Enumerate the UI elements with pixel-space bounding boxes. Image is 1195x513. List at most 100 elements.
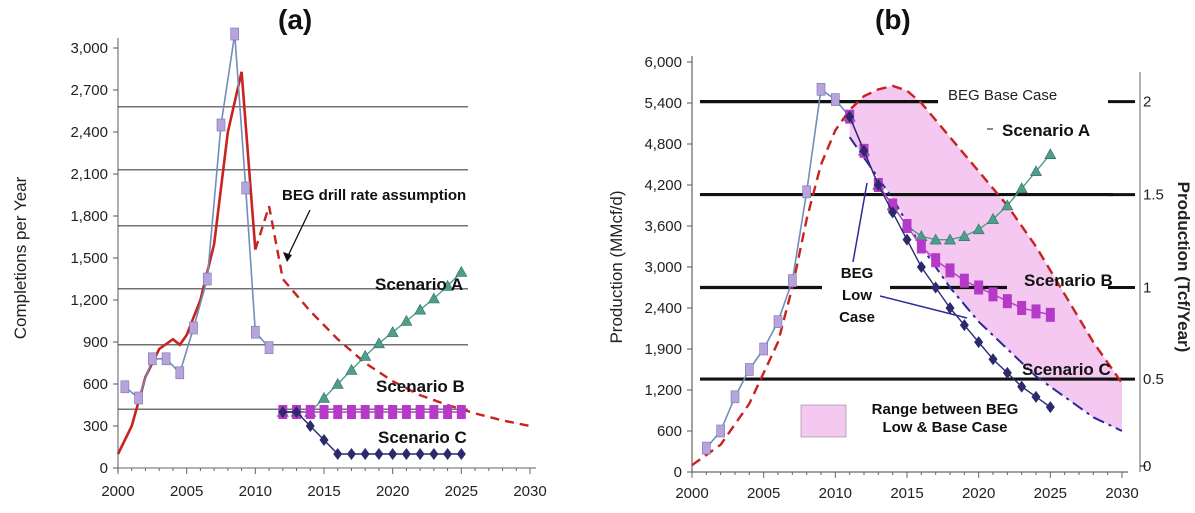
ytick-label-a: 300 — [83, 418, 108, 435]
scenario-point-b — [916, 261, 926, 273]
scenario-point-b — [945, 263, 955, 278]
scenario-point-a — [456, 405, 466, 419]
legend-swatch-range — [800, 404, 847, 438]
scenario-point-b — [1001, 199, 1014, 211]
historical-point-a — [202, 272, 212, 286]
scenario-point-a — [400, 314, 413, 326]
xtick-label-b: 2005 — [747, 485, 780, 502]
label-low-case-3: Case — [839, 309, 875, 326]
scenario-point-a — [441, 279, 454, 291]
scenario-point-b — [1002, 294, 1012, 309]
scenario-point-a — [345, 363, 358, 375]
ytick-label-b: 1,900 — [644, 341, 682, 358]
ytick-label-a: 1,500 — [70, 250, 108, 267]
annotation-arrowhead — [283, 252, 292, 262]
ytick-label-b: 600 — [657, 423, 682, 440]
scenario-point-a — [305, 420, 315, 432]
ytick-label-a: 900 — [83, 334, 108, 351]
xtick-label-b: 2025 — [1034, 485, 1067, 502]
y-axis-label-b: Production (MMcf/d) — [607, 190, 626, 343]
scenario-point-a — [319, 434, 329, 446]
ytick-label-b: 1,200 — [644, 382, 682, 399]
scenario-point-a — [427, 292, 440, 304]
scenario-point-a — [319, 405, 329, 419]
scenario-point-a — [331, 377, 344, 389]
panel-b-title: (b) — [875, 4, 911, 35]
label-scenario-a: Scenario A — [375, 275, 463, 294]
scenario-point-b — [959, 273, 969, 288]
scenario-point-b — [1031, 390, 1041, 403]
scenario-point-a — [415, 448, 425, 460]
annotation-arrow — [286, 209, 311, 259]
y-axis-label-a: Completions per Year — [11, 176, 30, 339]
scenario-point-b — [1017, 380, 1027, 393]
scenario-point-a — [456, 448, 466, 460]
scenario-point-a — [429, 448, 439, 460]
scenario-point-a — [346, 405, 356, 419]
label-scenario-c: Scenario C — [378, 428, 467, 447]
scenario-point-a — [374, 448, 384, 460]
scenario-point-a — [374, 405, 384, 419]
low-case-line — [848, 136, 1123, 432]
historical-point-a — [175, 366, 185, 380]
scenario-point-b — [988, 287, 998, 302]
scenario-point-b — [902, 233, 912, 246]
historical-point-b — [702, 441, 711, 455]
xtick-label-b: 2030 — [1105, 485, 1138, 502]
scenario-point-a — [443, 448, 453, 460]
label-scenario-a-b: Scenario A — [1002, 121, 1090, 140]
scenario-point-b — [945, 302, 955, 314]
xtick-label-a: 2015 — [307, 483, 340, 500]
historical-point-b — [816, 83, 826, 96]
ytick-label-b: 5,400 — [644, 95, 682, 112]
xtick-label-a: 2000 — [101, 483, 134, 500]
scenario-point-a — [333, 448, 343, 460]
scenario-point-a — [388, 405, 398, 419]
scenario-point-b — [916, 239, 926, 254]
y2tick-label-b: 1 — [1143, 280, 1151, 297]
scenario-point-b — [943, 233, 957, 245]
ytick-label-a: 1,200 — [70, 292, 108, 309]
xtick-label-a: 2010 — [239, 483, 272, 500]
legend-label-line1: Range between BEG — [872, 401, 1019, 418]
ytick-label-b: 4,800 — [644, 136, 682, 153]
ytick-label-b: 3,600 — [644, 218, 682, 235]
ytick-label-a: 2,700 — [70, 82, 108, 99]
scenario-point-a — [346, 448, 356, 460]
label-scenario-b-b: Scenario B — [1024, 271, 1113, 290]
xtick-label-b: 2020 — [962, 485, 995, 502]
y2tick-label-b: 2 — [1143, 94, 1151, 111]
ytick-label-a: 2,400 — [70, 124, 108, 141]
ytick-label-b: 4,200 — [644, 177, 682, 194]
xtick-label-a: 2030 — [513, 483, 546, 500]
historical-point-b — [831, 93, 840, 106]
xtick-label-a: 2005 — [170, 483, 203, 500]
scenario-point-b — [931, 253, 941, 268]
chart-a: 0 300 600 900 1,200 1,500 1,800 2,100 2,400 2,700… — [11, 27, 547, 500]
low-case-pointer-1 — [852, 182, 868, 263]
ytick-label-b: 6,000 — [644, 54, 682, 71]
historical-point-b — [802, 185, 811, 199]
historical-point-a — [251, 325, 260, 339]
scenario-point-a — [333, 405, 343, 419]
scenario-point-b — [1044, 148, 1057, 159]
scenario-point-a — [372, 337, 385, 349]
label-low-case-1: BEG — [841, 265, 874, 282]
ytick-label-a: 0 — [100, 460, 108, 477]
legend-label-line2: Low & Base Case — [882, 419, 1007, 436]
scenario-point-b — [1002, 366, 1012, 379]
range-area — [849, 85, 1122, 432]
scenario-point-b — [1029, 165, 1043, 177]
xtick-label-b: 2015 — [890, 485, 923, 502]
scenario-point-a — [360, 405, 370, 419]
scenario-point-b — [974, 336, 984, 349]
scenario-point-b — [1045, 307, 1055, 322]
historical-point-a — [161, 352, 171, 366]
ytick-label-b: 0 — [674, 464, 682, 481]
low-case-pointer-2 — [879, 295, 968, 319]
ytick-label-a: 1,800 — [70, 208, 108, 225]
scenario-point-a — [386, 326, 399, 337]
scenario-point-a — [429, 405, 439, 419]
historical-point-a — [216, 118, 226, 132]
